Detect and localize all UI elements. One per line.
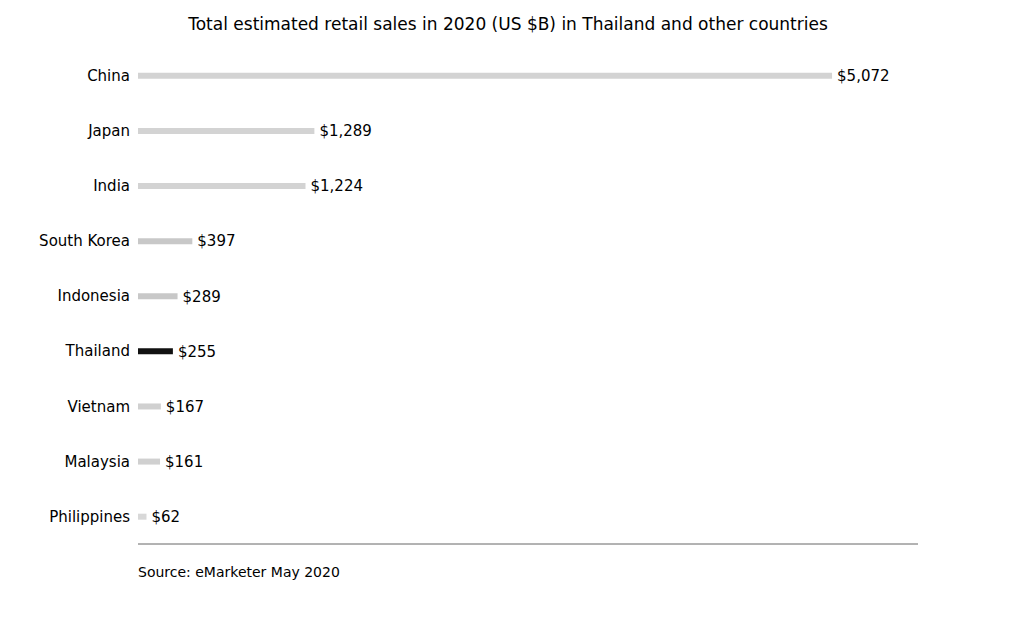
- svg-text:India: India: [93, 177, 130, 195]
- svg-text:$1,224: $1,224: [310, 177, 363, 195]
- svg-text:Vietnam: Vietnam: [67, 398, 130, 416]
- svg-text:Malaysia: Malaysia: [64, 453, 130, 471]
- svg-text:South Korea: South Korea: [39, 232, 130, 250]
- svg-text:Japan: Japan: [87, 122, 130, 140]
- svg-text:$1,289: $1,289: [319, 122, 372, 140]
- svg-text:$5,072: $5,072: [837, 67, 890, 85]
- svg-text:Thailand: Thailand: [65, 342, 130, 360]
- svg-text:$397: $397: [197, 232, 235, 250]
- svg-text:$255: $255: [178, 343, 216, 361]
- svg-text:Indonesia: Indonesia: [57, 287, 130, 305]
- html-text:Total estimated retail sales i: Total estimated retail sales in 2020 (US…: [188, 14, 828, 34]
- html-text:Source: eMarketer May 2020: Source: eMarketer May 2020: [138, 564, 340, 580]
- svg-text:Philippines: Philippines: [49, 508, 130, 526]
- svg-text:$167: $167: [166, 398, 204, 416]
- svg-text:China: China: [87, 67, 130, 85]
- svg-text:$161: $161: [165, 453, 203, 471]
- svg-text:$289: $289: [183, 288, 221, 306]
- svg-text:$62: $62: [151, 508, 180, 526]
